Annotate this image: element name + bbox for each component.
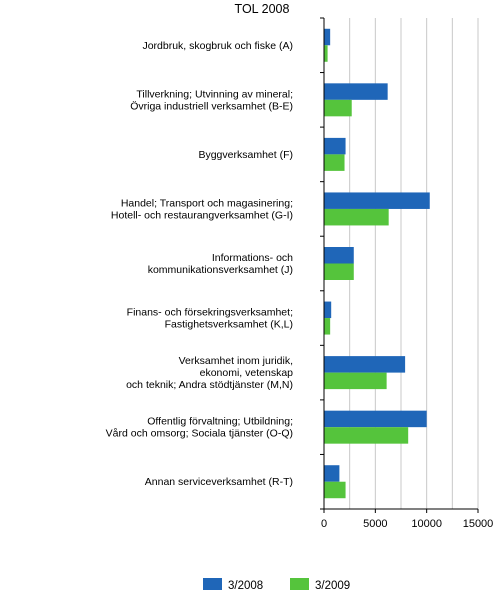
legend-swatch [203,578,222,590]
bar-series2 [324,45,328,62]
category-label: kommunikationsverksamhet (J) [148,264,293,276]
category-label: Jordbruk, skogbruk och fiske (A) [142,40,293,52]
bar-series2 [324,154,345,171]
legend-label: 3/2008 [228,580,263,592]
category-label: Hotell- och restaurangverksamhet (G-I) [111,209,293,221]
category-label: Fastighetsverksamhet (K,L) [165,319,293,331]
bar-series1 [324,28,331,46]
x-tick-label: 10000 [411,518,442,530]
bar-series2 [324,208,389,226]
bar-series2 [324,481,346,499]
bar-series1 [324,465,340,482]
bar-series2 [324,427,409,444]
category-label: och teknik; Andra stödtjänster (M,N) [126,379,293,391]
bar-series2 [324,318,331,335]
category-label: Verksamhet inom juridik, [179,355,293,367]
category-label: Offentlig förvaltning; Utbildning; [147,416,293,428]
category-label: Annan serviceverksamhet (R-T) [145,476,293,488]
category-label: Byggverksamhet (F) [198,149,293,161]
x-tick-label: 0 [321,518,327,530]
category-label: Finans- och försekringsverksamhet; [127,307,293,319]
legend-label: 3/2009 [315,580,350,592]
bar-series1 [324,137,346,155]
bar-series1 [324,192,430,209]
category-label: Informations- och [212,252,293,264]
chart-title: TOL 2008 [235,2,290,16]
category-label: Handel; Transport och magasinering; [121,197,293,209]
bar-series1 [324,410,427,428]
bar-series1 [324,301,332,319]
bar-series1 [324,247,354,264]
legend-swatch [290,578,309,590]
bar-series2 [324,99,352,117]
x-tick-label: 15000 [463,518,494,530]
x-tick-label: 5000 [363,518,387,530]
category-label: ekonomi, vetenskap [200,367,294,379]
category-label: Vård och omsorg; Sociala tjänster (O-Q) [106,428,293,440]
category-label: Tillverkning; Utvinning av mineral; [136,88,293,100]
bar-series2 [324,372,387,390]
category-label: Övriga industriell verksamhet (B-E) [130,100,293,112]
bar-series1 [324,356,406,373]
bar-series1 [324,83,388,100]
bar-series2 [324,263,354,280]
